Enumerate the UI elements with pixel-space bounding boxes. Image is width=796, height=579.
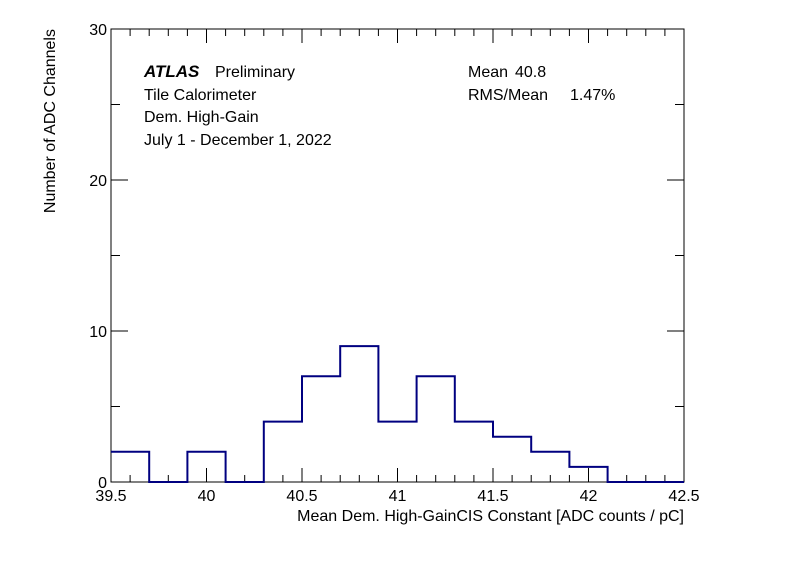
y-tick-label: 10 <box>89 324 107 341</box>
x-tick-label: 42 <box>580 488 598 505</box>
y-tick-label: 30 <box>89 22 107 39</box>
x-tick-label: 40.5 <box>286 488 317 505</box>
x-tick-label: 41.5 <box>477 488 508 505</box>
axis-tick-labels: 39.5 40 40.5 41 41.5 42 42.5 0 10 20 30 <box>89 22 699 505</box>
detector-label: Tile Calorimeter <box>144 87 257 104</box>
rms-value: 1.47% <box>570 87 615 104</box>
x-tick-label: 41 <box>389 488 407 505</box>
axis-ticks <box>110 28 685 483</box>
y-tick-label: 20 <box>89 173 107 190</box>
y-tick-label: 0 <box>98 475 107 492</box>
histogram-line <box>111 345 684 483</box>
mean-label: Mean <box>468 64 508 81</box>
x-tick-label: 39.5 <box>95 488 126 505</box>
gain-label: Dem. High-Gain <box>144 109 259 126</box>
mean-value: 40.8 <box>515 64 546 81</box>
y-axis-label: Number of ADC Channels <box>42 29 59 213</box>
x-tick-label: 40 <box>198 488 216 505</box>
rms-label: RMS/Mean <box>468 87 548 104</box>
period-label: July 1 - December 1, 2022 <box>144 132 332 149</box>
preliminary-label: Preliminary <box>215 64 295 81</box>
x-tick-label: 42.5 <box>668 488 699 505</box>
x-axis-label: Mean Dem. High-GainCIS Constant [ADC cou… <box>297 508 684 525</box>
atlas-label: ATLAS <box>143 62 200 81</box>
